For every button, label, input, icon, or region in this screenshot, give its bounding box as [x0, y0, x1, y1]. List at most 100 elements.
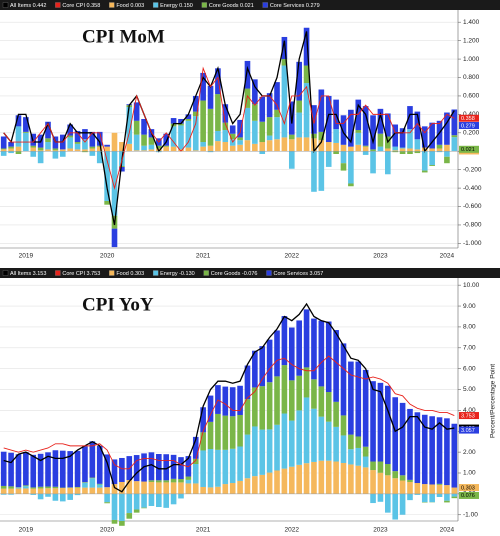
bar-segment	[141, 150, 147, 152]
bar-segment	[259, 386, 266, 430]
bar-segment	[385, 493, 391, 513]
bar-segment	[244, 107, 251, 141]
bar-segment	[281, 365, 288, 414]
legend-bg	[0, 0, 500, 10]
bar-segment	[45, 493, 51, 497]
bar-segment	[178, 123, 184, 126]
bar-segment	[192, 464, 199, 484]
bar-segment	[229, 416, 236, 449]
bar-segment	[156, 480, 162, 483]
bar-segment	[296, 410, 302, 465]
bar-segment	[429, 416, 435, 485]
bar-segment	[111, 484, 118, 494]
bar-segment	[170, 493, 177, 505]
bar-segment	[45, 149, 51, 152]
y-tick-label: 1.400	[463, 19, 480, 26]
bar-segment	[178, 479, 184, 483]
bar-segment	[325, 460, 332, 494]
bar-segment	[148, 452, 155, 481]
bar-segment	[355, 465, 362, 494]
bar-segment	[8, 488, 14, 494]
legend-bg	[0, 268, 500, 278]
bar-segment	[192, 111, 199, 117]
bar-segment	[96, 445, 103, 484]
bar-segment	[362, 145, 369, 147]
bar-segment	[222, 142, 229, 152]
bar-segment	[45, 138, 51, 143]
bar-segment	[421, 493, 428, 503]
bar-segment	[156, 482, 162, 494]
bar-segment	[451, 137, 458, 151]
bar-segment	[333, 330, 339, 402]
bar-segment	[385, 113, 391, 137]
end-tag-label: 0.021	[461, 147, 475, 153]
bar-segment	[244, 60, 251, 89]
bar-segment	[266, 382, 273, 430]
x-tick-label: 2020	[100, 527, 115, 534]
bar-segment	[207, 487, 214, 494]
y-tick-label: 0.600	[463, 93, 480, 100]
bar-segment	[74, 149, 81, 152]
bar-segment	[421, 414, 428, 485]
y-tick-label: 1.00	[463, 470, 476, 477]
bar-segment	[0, 149, 7, 152]
bar-segment	[207, 108, 214, 146]
bar-segment	[185, 483, 192, 494]
bar-segment	[133, 102, 140, 121]
bar-segment	[192, 150, 199, 152]
bar-segment	[45, 121, 51, 139]
legend-label: All Items 0.442	[10, 3, 46, 9]
end-tag-label: 0.076	[461, 493, 475, 499]
bar-segment	[281, 413, 288, 469]
bar-segment	[429, 484, 435, 494]
bar-segment	[281, 36, 288, 60]
bar-segment	[311, 318, 317, 380]
legend-swatch	[109, 2, 115, 8]
bar-segment	[163, 133, 170, 146]
bar-segment	[185, 120, 192, 148]
bar-segment	[111, 459, 118, 485]
bar-segment	[355, 361, 362, 437]
y-tick-label: 2.00	[463, 449, 476, 456]
bar-segment	[0, 488, 7, 494]
bar-segment	[185, 476, 192, 480]
bar-segment	[82, 149, 88, 152]
bar-segment	[318, 89, 325, 132]
bar-segment	[355, 130, 362, 133]
bar-segment	[133, 509, 140, 513]
bar-segment	[82, 487, 88, 494]
bar-segment	[377, 461, 384, 473]
bar-segment	[15, 126, 22, 147]
bar-segment	[207, 395, 214, 422]
bar-segment	[148, 137, 155, 145]
bar-segment	[377, 382, 384, 462]
bar-segment	[259, 151, 266, 154]
bar-segment	[252, 120, 258, 144]
bar-segment	[148, 144, 155, 150]
line	[3, 302, 455, 493]
bar-segment	[207, 421, 214, 449]
bar-segment	[222, 130, 229, 143]
bar-segment	[200, 432, 206, 451]
bar-segment	[222, 415, 229, 450]
bar-segment	[340, 343, 347, 416]
bar-segment	[252, 387, 258, 427]
bar-segment	[340, 151, 347, 164]
bar-segment	[370, 461, 376, 471]
bar-segment	[133, 493, 140, 510]
bar-segment	[178, 493, 184, 499]
bar-segment	[318, 460, 325, 494]
bar-segment	[303, 137, 310, 152]
end-tag	[459, 484, 479, 492]
bar-segment	[274, 139, 280, 152]
bar-segment	[163, 146, 170, 152]
bar-segment	[67, 137, 73, 149]
bar-segment	[244, 478, 251, 494]
end-tag-label: 0.303	[461, 485, 475, 491]
bar-segment	[15, 454, 22, 488]
bar-segment	[52, 151, 59, 159]
bar-segment	[207, 145, 214, 152]
bar-segment	[392, 397, 399, 472]
bar-segment	[288, 134, 295, 140]
end-tag	[459, 122, 479, 130]
